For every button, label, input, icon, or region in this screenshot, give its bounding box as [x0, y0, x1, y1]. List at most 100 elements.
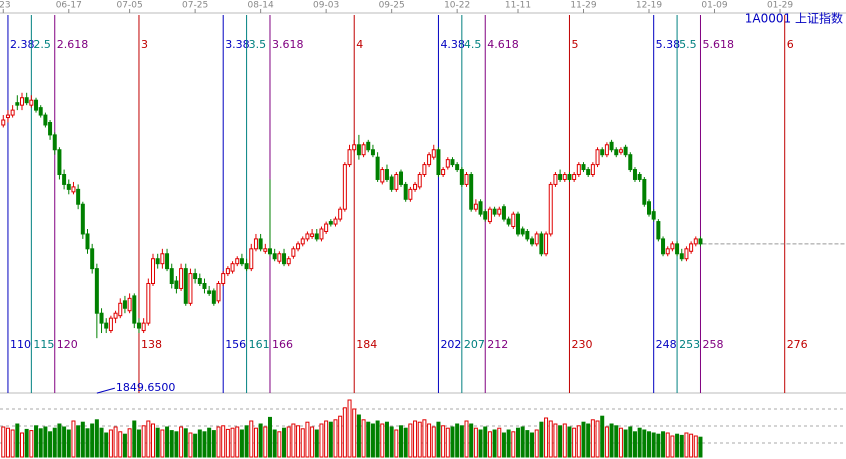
candle-body	[291, 248, 296, 257]
time-line-count: 258	[702, 338, 723, 351]
volume-bar	[384, 421, 389, 458]
volume-bar	[455, 423, 460, 458]
volume-bar	[445, 427, 450, 458]
time-line-count: 276	[787, 338, 808, 351]
x-tick-label: 09-03	[313, 1, 339, 11]
candle-body	[122, 300, 127, 309]
volume-bar	[34, 425, 39, 458]
candle-body	[263, 248, 268, 252]
candle-body	[300, 238, 305, 245]
candle-body	[141, 322, 146, 332]
volume-bar	[193, 433, 198, 458]
time-line-ratio: 3.618	[272, 38, 304, 51]
volume-bar	[66, 429, 71, 458]
volume-bar	[314, 429, 319, 458]
candle-body	[469, 174, 474, 210]
volume-bar	[151, 423, 156, 458]
volume-bar	[1, 426, 6, 458]
x-tick-label: -23	[0, 1, 11, 11]
candle-body	[693, 238, 698, 245]
volume-bar	[71, 420, 76, 458]
volume-bar	[408, 423, 413, 458]
volume-bar	[604, 426, 609, 458]
volume-bar	[375, 420, 380, 458]
time-line-ratio: 6	[787, 38, 794, 51]
volume-bar	[15, 423, 20, 458]
volume-bar	[520, 426, 525, 458]
candle-body	[80, 203, 85, 235]
candle-body	[169, 268, 174, 284]
candle-body	[380, 169, 385, 183]
candle-body	[338, 208, 343, 220]
candle-body	[492, 208, 497, 215]
candle-body	[202, 282, 207, 289]
volume-bar	[230, 427, 235, 458]
candle-body	[85, 233, 90, 250]
volume-bar	[197, 429, 202, 458]
volume-bar	[623, 429, 628, 458]
volume-bar	[253, 427, 258, 458]
candle-body	[408, 188, 413, 200]
volume-bar	[225, 428, 230, 458]
candle-body	[515, 213, 520, 235]
time-line-ratio: 2.618	[57, 38, 89, 51]
volume-bar	[179, 426, 184, 458]
candle-body	[188, 273, 193, 304]
candle-body	[230, 263, 235, 272]
candle-body	[375, 156, 380, 180]
candle-body	[656, 221, 661, 240]
volume-bar	[29, 430, 34, 458]
candle-body	[286, 258, 291, 265]
volume-bar	[267, 416, 272, 458]
volume-bar	[52, 427, 57, 458]
candle-body	[296, 243, 301, 250]
candle-body	[581, 164, 586, 171]
volume-bar	[530, 432, 535, 458]
candle-body	[249, 248, 254, 270]
candle-body	[76, 188, 81, 205]
candle-body	[29, 99, 34, 106]
time-line-ratio: 4	[356, 38, 363, 51]
volume-bar	[324, 420, 329, 458]
volume-bar	[146, 420, 151, 458]
volume-bar	[478, 429, 483, 458]
volume-bar	[422, 419, 427, 458]
candle-body	[698, 238, 703, 245]
time-line-count: 166	[272, 338, 293, 351]
candle-body	[136, 322, 141, 329]
candle-body	[511, 213, 516, 228]
candle-body	[319, 228, 324, 240]
volume-bar	[361, 419, 366, 458]
time-line-count: 212	[487, 338, 508, 351]
candle-body	[661, 238, 666, 255]
candle-body	[62, 174, 67, 185]
candle-body	[104, 322, 109, 329]
volume-bar	[207, 427, 212, 458]
time-line-count: 202	[440, 338, 461, 351]
time-line-count: 248	[656, 338, 677, 351]
candle-body	[15, 102, 20, 106]
candle-body	[609, 141, 614, 151]
candle-body	[277, 253, 282, 262]
candle-body	[258, 238, 263, 250]
volume-bar	[562, 423, 567, 458]
candle-body	[389, 176, 394, 190]
x-tick-label: 01-29	[767, 1, 793, 11]
volume-bar	[272, 429, 277, 458]
volume-bar	[62, 426, 67, 458]
volume-bar	[370, 423, 375, 458]
volume-bar	[113, 426, 118, 458]
candle-body	[670, 243, 675, 250]
candle-body	[221, 273, 226, 284]
volume-bar	[43, 426, 48, 458]
candle-body	[1, 119, 6, 126]
volume-bar	[235, 426, 240, 458]
candle-body	[216, 282, 221, 302]
candle-body	[651, 211, 656, 220]
candle-body	[113, 312, 118, 319]
candle-body	[642, 178, 647, 205]
candle-body	[506, 218, 511, 225]
candle-body	[57, 149, 62, 176]
volume-bar	[342, 407, 347, 458]
volume-bar	[211, 430, 216, 458]
